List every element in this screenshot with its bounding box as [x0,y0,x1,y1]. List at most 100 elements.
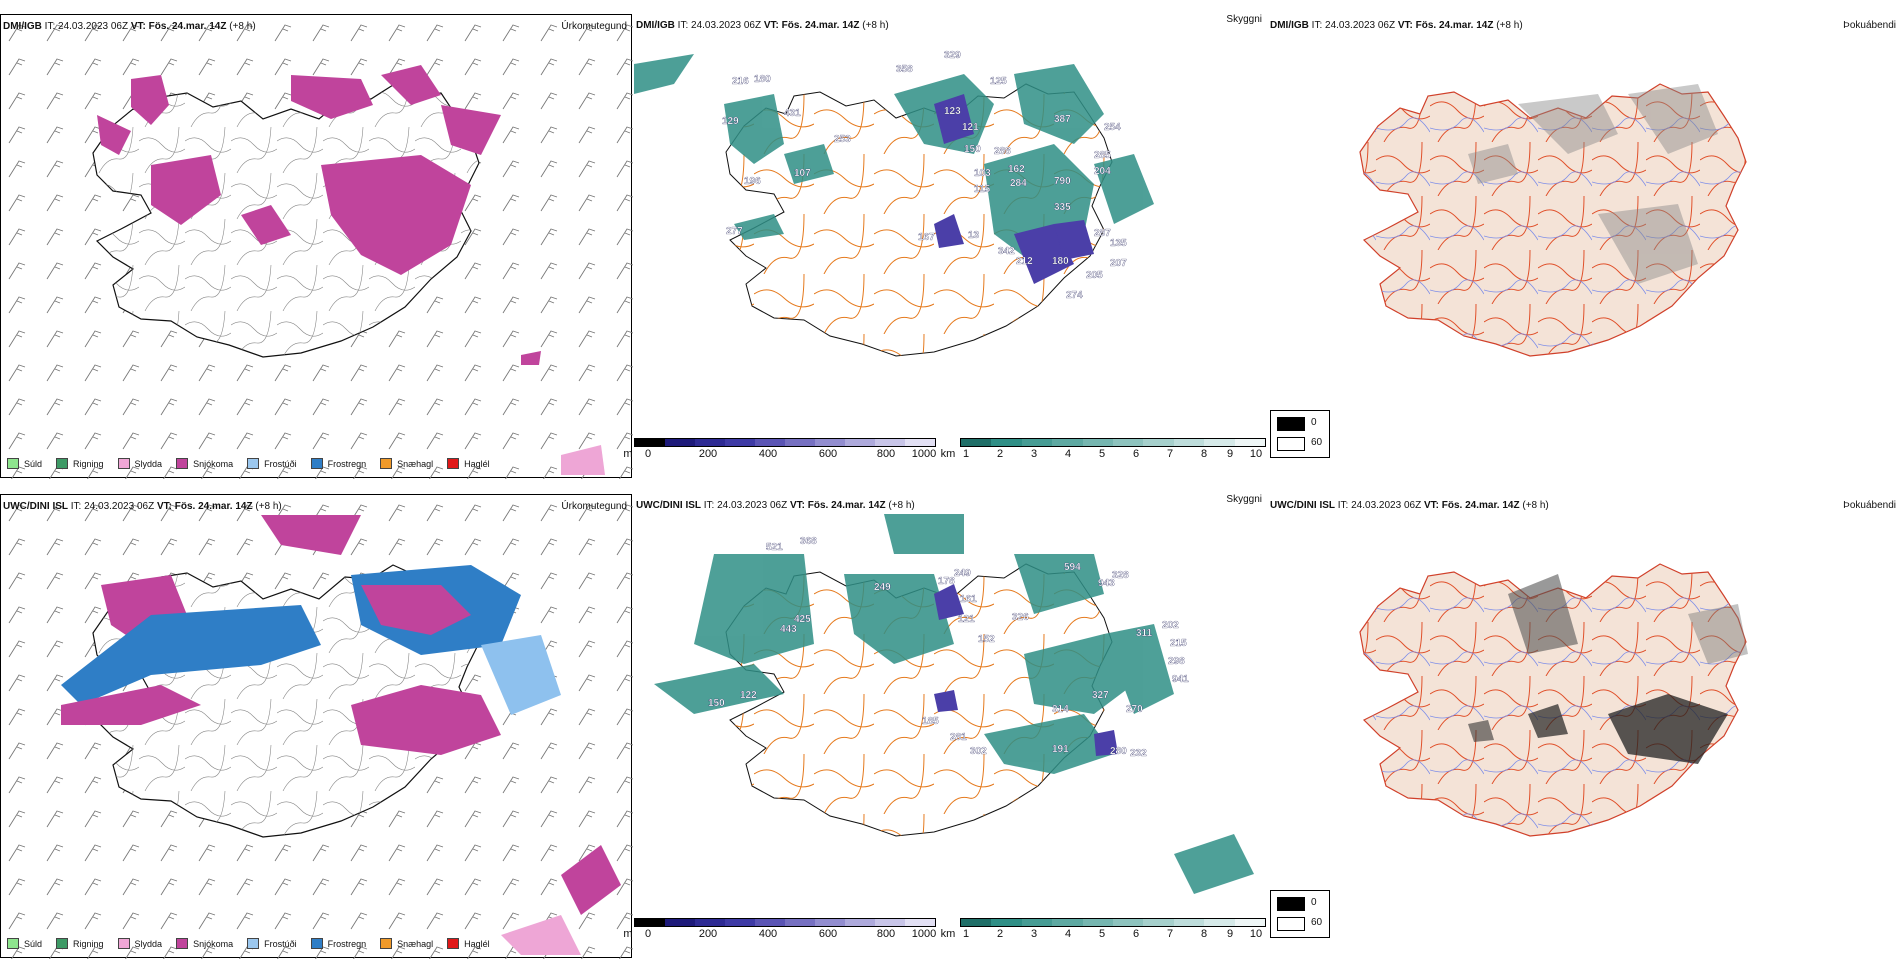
cloud-base-label: 274 [1066,290,1083,301]
fog-map-top [1359,83,1747,357]
cloud-base-label: 254 [1104,122,1121,133]
panel-title-precip-bottom: Úrkomutegund [561,501,627,512]
fog-panel-bottom: UWC/DINI ISL IT: 24.03.2023 06Z VT: Fös.… [1268,494,1900,958]
legend-item: Rigning [56,938,104,949]
cloud-base-label: 387 [1054,114,1071,125]
cloud-base-label: 162 [1008,164,1025,175]
header-precip-top: DMI/IGB IT: 24.03.2023 06Z VT: Fös. 24.m… [3,21,627,32]
cloud-base-label: 328 [1112,570,1129,581]
panel-title-fog-top: Þokuábendi [1843,20,1896,31]
tick-label: 800 [876,448,896,460]
cloud-base-label: 943 [1098,578,1115,589]
colorbar-unit: m [623,448,633,460]
cloud-base-label: 204 [1094,166,1111,177]
tick-label: 2 [996,448,1004,460]
fog-key-label: 0 [1311,417,1317,428]
tick-label: 200 [698,448,718,460]
cloud-base-label: 314 [1052,704,1069,715]
cloud-base-label: 150 [964,144,981,155]
fog-key-top: 0 60 [1270,410,1330,458]
cloud-base-label: 123 [944,106,961,117]
cloud-base-label: 284 [1010,178,1027,189]
precip-areas-bottom [61,515,621,955]
cloud-base-label: 280 [1110,746,1127,757]
cloud-base-label: 202 [1162,620,1179,631]
panel-title-cloud-top: Skyggni [1226,14,1262,25]
tick-label: 400 [758,928,778,940]
cloud-base-label: 335 [1054,202,1071,213]
cloud-base-label: 180 [1052,256,1069,267]
cloud-base-label: 216 [732,76,749,87]
cloud-labels-top: 216 180 129 431 196 107 277 253 329 358 123 125 121 1… [722,50,1127,301]
low-cloud-areas [934,94,1094,284]
legend-item: Slydda [117,938,162,949]
colorbar-unit: km [940,928,956,940]
cloud-base-label: 253 [834,134,851,145]
cloud-base-label: 196 [744,176,761,187]
legend-item: Rigning [56,458,104,469]
legend-item: Frostúði [247,458,297,469]
tick-label: 8 [1200,928,1208,940]
cloud-base-label: 311 [1136,628,1153,639]
header-cloud-bottom: UWC/DINI ISL IT: 24.03.2023 06Z VT: Fös.… [636,494,1262,511]
cloud-base-label: 103 [974,168,991,179]
tick-label: 600 [818,928,838,940]
fog-key-label: 60 [1311,917,1323,928]
cloud-base-label: 232 [1130,748,1147,759]
cloud-base-label: 327 [1092,690,1109,701]
legend-swatch [447,458,460,469]
tick-label: 7 [1166,928,1174,940]
cloud-base-colorbar-bottom: m 0 200 400 600 800 1000 [623,918,936,941]
cloud-base-label: 443 [780,624,797,635]
tick-label: 5 [1098,928,1106,940]
legend-item: Haglél [447,938,490,949]
precip-panel-top: DMI/IGB IT: 24.03.2023 06Z VT: Fös. 24.m… [0,14,633,479]
cloud-base-label: 13 [968,230,980,241]
fog-key-white [1277,917,1305,931]
cloud-base-label: 249 [954,568,971,579]
fog-key-label: 0 [1311,897,1317,908]
cloud-base-label: 212 [1016,256,1033,267]
cloud-base-label: 941 [1172,674,1189,685]
legend-swatch [247,938,260,949]
legend-swatch [7,458,19,469]
colorbar-m [634,918,936,927]
tick-label: 2 [996,928,1004,940]
cloud-base-label: 425 [794,614,811,625]
tick-label: 400 [758,448,778,460]
cloud-base-label: 167 [918,232,935,243]
colorbar-m [634,438,936,447]
cloud-base-label: 115 [974,184,991,195]
cloud-base-label: 107 [794,168,811,179]
cloud-panel-top: 216 180 129 431 196 107 277 253 329 358 123 125 121 1… [623,14,1330,478]
cloud-areas-bottom [654,514,1254,894]
visibility-colorbar-bottom: km 1 2 3 4 5 6 7 8 9 10 [941,918,1266,941]
tick-label: 10 [1249,928,1263,940]
cloud-base-label: 288 [994,146,1011,157]
cloud-base-label: 287 [1094,228,1111,239]
cloud-base-label: 180 [754,74,771,85]
header-fog-bottom: UWC/DINI ISL IT: 24.03.2023 06Z VT: Fös.… [1270,500,1896,511]
legend-item: Frostregn [310,458,366,469]
panel-title-cloud-bottom: Skyggni [1226,494,1262,505]
cloud-base-label: 302 [970,746,987,757]
precip-legend-bottom: Súld Rigning Slydda Snjókoma Frostúði Fr… [7,938,490,949]
cloud-base-label: 285 [1094,150,1111,161]
cloud-base-label: 161 [960,594,977,605]
header-cloud-top: DMI/IGB IT: 24.03.2023 06Z VT: Fös. 24.m… [636,14,1262,31]
legend-swatch [56,938,69,949]
tick-label: 0 [644,448,652,460]
header-fog-top: DMI/IGB IT: 24.03.2023 06Z VT: Fös. 24.m… [1270,20,1896,31]
panel-title-precip-top: Úrkomutegund [561,21,627,32]
legend-item: Haglél [447,458,490,469]
tick-label: 0 [644,928,652,940]
tick-label: 6 [1132,448,1140,460]
tick-label: 800 [876,928,896,940]
cloud-base-label: 431 [784,108,801,119]
cloud-base-label: 270 [1126,704,1143,715]
precip-legend-top: Súld Rigning Slydda Snjókoma Frostúði Fr… [7,458,490,469]
cloud-base-label: 594 [1064,562,1081,573]
cloud-base-label: 178 [938,576,955,587]
cloud-base-label: 125 [990,76,1007,87]
tick-label: 3 [1030,448,1038,460]
